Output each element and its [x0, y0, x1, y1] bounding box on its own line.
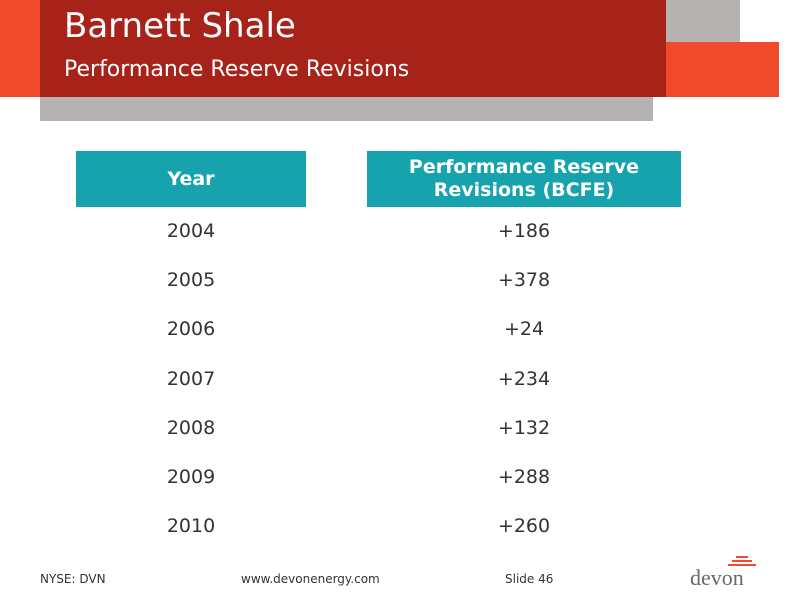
table-row: 2008 +132: [0, 404, 800, 453]
logo-wordmark: devon: [690, 565, 744, 590]
table-row: 2006 +24: [0, 305, 800, 354]
footer-ticker: NYSE: DVN: [40, 572, 106, 586]
year-cell: 2010: [166, 515, 216, 538]
revision-cell: +234: [497, 367, 551, 390]
slide-title: Barnett Shale: [64, 6, 296, 46]
revision-cell: +24: [503, 318, 545, 341]
revision-cell: +288: [497, 465, 551, 488]
logo-bar-icon: [732, 560, 752, 562]
slide-subtitle: Performance Reserve Revisions: [64, 57, 410, 82]
revision-cell: +132: [497, 416, 551, 439]
devon-logo: devon: [688, 554, 760, 590]
table-body: 2004 +186 2005 +378 2006 +24 2007 +234 2…: [0, 207, 800, 551]
table-row: 2005 +378: [0, 256, 800, 305]
year-cell: 2004: [166, 220, 216, 242]
table-row: 2009 +288: [0, 453, 800, 502]
header-gray-band: [40, 97, 653, 121]
header-gray-block-top: [666, 0, 740, 42]
year-cell: 2005: [166, 269, 216, 292]
year-cell: 2006: [166, 318, 216, 341]
year-cell: 2009: [166, 465, 216, 488]
logo-bar-icon: [728, 564, 756, 566]
footer-website: www.devonenergy.com: [241, 572, 380, 586]
header-accent-left: [0, 0, 40, 97]
header-banner: [40, 0, 666, 97]
logo-bar-icon: [736, 556, 748, 558]
column-header-revisions: Performance Reserve Revisions (BCFE): [367, 151, 681, 207]
revision-cell: +378: [497, 269, 551, 292]
column-header-year: Year: [76, 151, 306, 207]
revision-cell: +186: [497, 220, 551, 242]
table-row: 2010 +260: [0, 502, 800, 551]
table-row: 2007 +234: [0, 355, 800, 404]
header-accent-right: [652, 42, 779, 97]
revision-cell: +260: [497, 515, 551, 538]
table-row: 2004 +186: [0, 207, 800, 256]
year-cell: 2007: [166, 367, 216, 390]
footer-slide-number: Slide 46: [505, 572, 554, 586]
year-cell: 2008: [166, 416, 216, 439]
header-banner-extension: [653, 42, 666, 97]
